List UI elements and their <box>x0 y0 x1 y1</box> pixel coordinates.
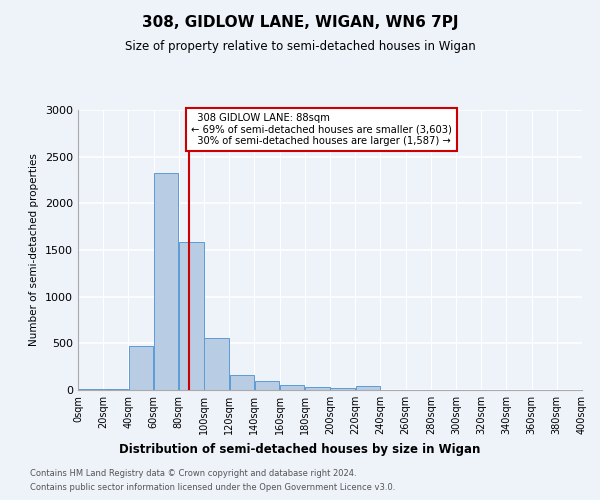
Bar <box>356 386 380 390</box>
Bar <box>129 346 153 390</box>
Y-axis label: Number of semi-detached properties: Number of semi-detached properties <box>29 154 40 346</box>
Bar <box>230 375 254 390</box>
Bar <box>179 242 203 390</box>
Bar <box>154 174 178 390</box>
Text: Contains public sector information licensed under the Open Government Licence v3: Contains public sector information licen… <box>30 484 395 492</box>
Text: Size of property relative to semi-detached houses in Wigan: Size of property relative to semi-detach… <box>125 40 475 53</box>
Bar <box>255 381 279 390</box>
Text: Distribution of semi-detached houses by size in Wigan: Distribution of semi-detached houses by … <box>119 442 481 456</box>
Bar <box>305 386 329 390</box>
Bar <box>331 388 355 390</box>
Bar <box>79 389 103 390</box>
Text: 308, GIDLOW LANE, WIGAN, WN6 7PJ: 308, GIDLOW LANE, WIGAN, WN6 7PJ <box>142 15 458 30</box>
Bar <box>104 389 128 390</box>
Text: 308 GIDLOW LANE: 88sqm
← 69% of semi-detached houses are smaller (3,603)
  30% o: 308 GIDLOW LANE: 88sqm ← 69% of semi-det… <box>191 113 452 146</box>
Text: Contains HM Land Registry data © Crown copyright and database right 2024.: Contains HM Land Registry data © Crown c… <box>30 468 356 477</box>
Bar <box>280 385 304 390</box>
Bar <box>205 338 229 390</box>
